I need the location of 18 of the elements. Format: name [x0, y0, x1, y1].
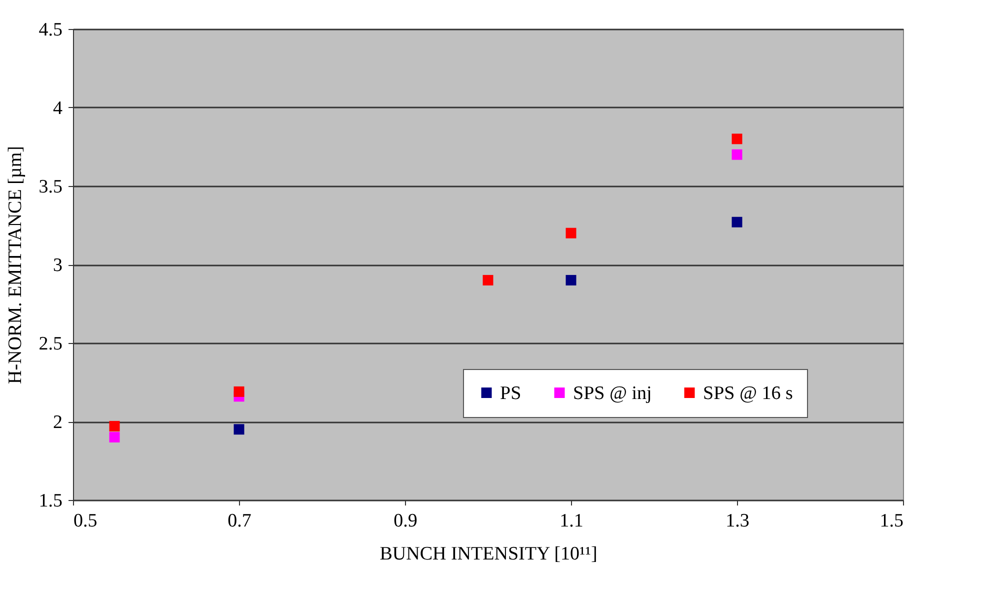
x-tick-label: 1.1	[560, 510, 584, 532]
legend-label: SPS @ inj	[573, 382, 652, 404]
x-tick-label: 0.9	[394, 510, 418, 532]
x-axis-title: BUNCH INTENSITY [10¹¹]	[380, 544, 598, 564]
legend-label: SPS @ 16 s	[703, 382, 793, 404]
y-tick-label: 3.5	[38, 176, 62, 198]
y-tick-label: 1.5	[38, 490, 62, 512]
x-tick-label: 0.5	[74, 510, 98, 532]
y-tick-label: 2.5	[38, 334, 62, 354]
y-tick-label: 4	[53, 98, 63, 119]
x-tick-label: 0.7	[228, 510, 252, 532]
y-tick-label: 3	[53, 255, 62, 276]
y-tick-label: 4.5	[38, 20, 62, 40]
y-axis-title: H-NORM. EMITTANCE [µm]	[4, 146, 26, 384]
y-tick-label: 2	[53, 412, 62, 433]
x-tick-label: 1.5	[880, 510, 904, 532]
legend-label: PS	[500, 382, 522, 404]
x-tick-label: 1.3	[726, 510, 750, 532]
